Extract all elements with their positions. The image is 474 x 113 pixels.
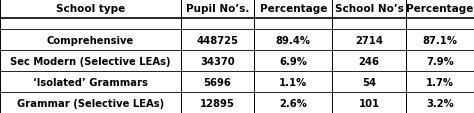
Text: 1.7%: 1.7% — [426, 77, 454, 87]
Text: 5696: 5696 — [203, 77, 231, 87]
Text: Grammar (Selective LEAs): Grammar (Selective LEAs) — [17, 98, 164, 108]
Text: 89.4%: 89.4% — [276, 35, 310, 45]
Text: 246: 246 — [358, 56, 380, 66]
Text: 54: 54 — [362, 77, 376, 87]
Text: Percentage: Percentage — [259, 4, 327, 14]
Text: 12895: 12895 — [200, 98, 235, 108]
Text: 3.2%: 3.2% — [426, 98, 454, 108]
Text: 7.9%: 7.9% — [426, 56, 454, 66]
Text: 2714: 2714 — [355, 35, 383, 45]
Text: 1.1%: 1.1% — [279, 77, 307, 87]
Text: School type: School type — [56, 4, 125, 14]
Text: Sec Modern (Selective LEAs): Sec Modern (Selective LEAs) — [10, 56, 171, 66]
Text: 2.6%: 2.6% — [279, 98, 307, 108]
Text: 87.1%: 87.1% — [422, 35, 457, 45]
Text: ‘Isolated’ Grammars: ‘Isolated’ Grammars — [33, 77, 148, 87]
Text: 34370: 34370 — [200, 56, 235, 66]
Text: 101: 101 — [358, 98, 380, 108]
Text: Pupil No’s.: Pupil No’s. — [186, 4, 249, 14]
Text: Comprehensive: Comprehensive — [47, 35, 134, 45]
Text: 6.9%: 6.9% — [279, 56, 307, 66]
Text: 448725: 448725 — [196, 35, 238, 45]
Text: Percentage: Percentage — [406, 4, 474, 14]
Text: School No’s: School No’s — [335, 4, 403, 14]
